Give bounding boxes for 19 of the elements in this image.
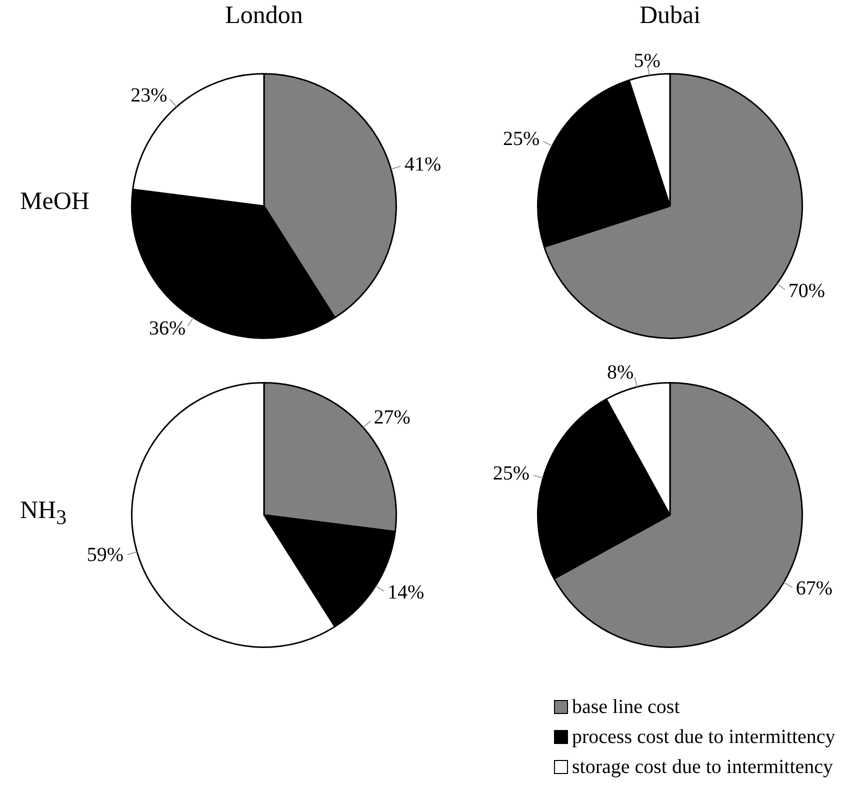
data-label: 14% [387, 582, 424, 604]
data-label: 25% [503, 128, 540, 150]
legend-label: process cost due to intermittency [572, 725, 836, 750]
data-label: 8% [606, 362, 634, 384]
legend-label: base line cost [572, 695, 680, 720]
data-label: 59% [86, 544, 124, 566]
data-label: 70% [788, 280, 825, 302]
chart-title: Dubai [638, 2, 702, 30]
data-label: 41% [404, 153, 442, 176]
data-label: 25% [492, 462, 530, 484]
text: NH$_{3}$ [20, 497, 67, 530]
data-label: 36% [148, 318, 186, 340]
chart-title: London [224, 2, 304, 30]
data-label: 5% [634, 50, 660, 72]
data-label: 23% [130, 84, 168, 107]
data-label: 27% [374, 406, 410, 429]
legend-label: storage cost due to intermittency [572, 755, 834, 780]
text: MeOH [20, 188, 90, 216]
data-label: 67% [796, 578, 833, 600]
